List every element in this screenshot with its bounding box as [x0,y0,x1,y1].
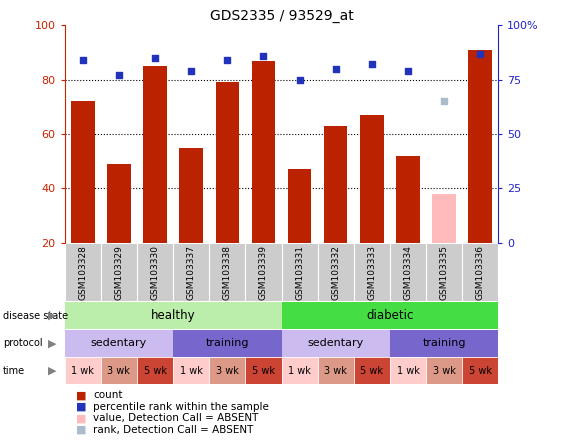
Text: GSM103336: GSM103336 [476,245,485,300]
Text: 5 wk: 5 wk [252,366,275,376]
Bar [462,357,498,384]
Text: 5 wk: 5 wk [468,366,491,376]
Text: ■: ■ [76,425,87,435]
Text: disease state: disease state [3,311,68,321]
Bar [173,330,282,357]
Point [150,55,159,62]
Bar [282,302,498,329]
Bar [144,66,167,243]
Text: GSM103332: GSM103332 [331,245,340,300]
Bar [390,330,498,357]
Text: value, Detection Call = ABSENT: value, Detection Call = ABSENT [93,413,258,423]
Point [223,56,232,63]
Text: healthy: healthy [151,309,195,322]
Text: GSM103338: GSM103338 [223,245,232,300]
Text: GSM103339: GSM103339 [259,245,268,300]
Text: 5 wk: 5 wk [360,366,383,376]
Bar [65,357,101,384]
Bar [173,357,209,384]
Text: GSM103335: GSM103335 [440,245,449,300]
Text: protocol: protocol [3,338,42,348]
Point [440,98,449,105]
Bar [65,330,173,357]
Point [367,61,376,68]
Bar [360,115,383,243]
Bar [107,164,131,243]
Text: GSM103329: GSM103329 [114,245,123,300]
Bar [354,357,390,384]
Text: training: training [205,338,249,348]
Text: GSM103330: GSM103330 [150,245,159,300]
Text: training: training [422,338,466,348]
Text: GSM103331: GSM103331 [295,245,304,300]
Point [78,56,87,63]
Text: 1 wk: 1 wk [288,366,311,376]
Text: ■: ■ [76,413,87,423]
Text: rank, Detection Call = ABSENT: rank, Detection Call = ABSENT [93,425,253,435]
Point [404,67,413,75]
Bar [396,156,419,243]
Text: sedentary: sedentary [91,338,147,348]
Text: ■: ■ [76,390,87,400]
Text: 3 wk: 3 wk [216,366,239,376]
Point [295,76,304,83]
Bar [216,83,239,243]
Text: ■: ■ [76,402,87,412]
Bar [324,126,347,243]
Text: GSM103333: GSM103333 [367,245,376,300]
Bar [71,102,95,243]
Point [331,65,340,72]
Text: 3 wk: 3 wk [432,366,455,376]
Text: sedentary: sedentary [307,338,364,348]
Point [476,50,485,57]
Point [259,52,268,59]
Bar [65,302,282,329]
Text: GSM103334: GSM103334 [404,245,413,300]
Point [114,72,123,79]
Point [187,67,196,75]
Bar [245,357,282,384]
Bar [318,357,354,384]
Bar [282,330,390,357]
Bar [390,357,426,384]
Text: 5 wk: 5 wk [144,366,167,376]
Bar [426,357,462,384]
Text: 3 wk: 3 wk [108,366,131,376]
Bar [252,61,275,243]
Bar [180,148,203,243]
Text: 1 wk: 1 wk [72,366,94,376]
Text: ▶: ▶ [48,366,56,376]
Text: count: count [93,390,122,400]
Text: percentile rank within the sample: percentile rank within the sample [93,402,269,412]
Text: 3 wk: 3 wk [324,366,347,376]
Bar [288,170,311,243]
Text: ▶: ▶ [48,338,56,348]
Text: GSM103337: GSM103337 [187,245,196,300]
Text: 1 wk: 1 wk [396,366,419,376]
Text: ▶: ▶ [48,311,56,321]
Bar [209,357,245,384]
Title: GDS2335 / 93529_at: GDS2335 / 93529_at [209,9,354,23]
Text: 1 wk: 1 wk [180,366,203,376]
Bar [432,194,456,243]
Text: time: time [3,366,25,376]
Text: GSM103328: GSM103328 [78,245,87,300]
Bar [468,50,492,243]
Bar [137,357,173,384]
Text: diabetic: diabetic [366,309,414,322]
Bar [101,357,137,384]
Bar [282,357,318,384]
